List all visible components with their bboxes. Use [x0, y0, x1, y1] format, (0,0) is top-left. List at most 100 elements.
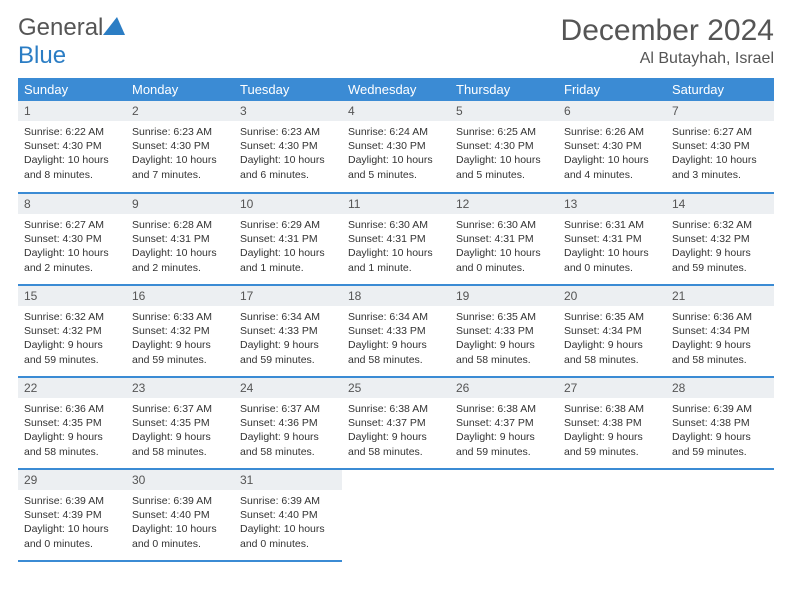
daylight-line-1: Daylight: 10 hours — [24, 246, 120, 260]
day-number: 10 — [234, 194, 342, 214]
day-number: 14 — [666, 194, 774, 214]
sunset-line: Sunset: 4:32 PM — [132, 324, 228, 338]
calendar-cell: 18Sunrise: 6:34 AMSunset: 4:33 PMDayligh… — [342, 285, 450, 377]
month-year: December 2024 — [561, 14, 774, 48]
daylight-line-1: Daylight: 10 hours — [240, 522, 336, 536]
dow-sunday: Sunday — [18, 78, 126, 101]
daylight-line-1: Daylight: 10 hours — [24, 153, 120, 167]
day-body: Sunrise: 6:23 AMSunset: 4:30 PMDaylight:… — [234, 121, 342, 186]
daylight-line-1: Daylight: 9 hours — [132, 430, 228, 444]
sunset-line: Sunset: 4:30 PM — [564, 139, 660, 153]
day-body: Sunrise: 6:25 AMSunset: 4:30 PMDaylight:… — [450, 121, 558, 186]
calendar-body: 1Sunrise: 6:22 AMSunset: 4:30 PMDaylight… — [18, 101, 774, 561]
daylight-line-1: Daylight: 10 hours — [672, 153, 768, 167]
day-body: Sunrise: 6:37 AMSunset: 4:35 PMDaylight:… — [126, 398, 234, 463]
sunrise-line: Sunrise: 6:30 AM — [456, 218, 552, 232]
daylight-line-2: and 59 minutes. — [456, 445, 552, 459]
daylight-line-1: Daylight: 9 hours — [348, 430, 444, 444]
daylight-line-2: and 5 minutes. — [348, 168, 444, 182]
sunrise-line: Sunrise: 6:35 AM — [564, 310, 660, 324]
daylight-line-2: and 2 minutes. — [132, 261, 228, 275]
sunrise-line: Sunrise: 6:39 AM — [672, 402, 768, 416]
daylight-line-2: and 58 minutes. — [132, 445, 228, 459]
calendar-cell — [450, 469, 558, 561]
day-number: 24 — [234, 378, 342, 398]
day-number: 2 — [126, 101, 234, 121]
day-body: Sunrise: 6:36 AMSunset: 4:34 PMDaylight:… — [666, 306, 774, 371]
calendar-cell: 3Sunrise: 6:23 AMSunset: 4:30 PMDaylight… — [234, 101, 342, 193]
daylight-line-1: Daylight: 9 hours — [456, 430, 552, 444]
day-body: Sunrise: 6:38 AMSunset: 4:38 PMDaylight:… — [558, 398, 666, 463]
daylight-line-2: and 0 minutes. — [564, 261, 660, 275]
day-body: Sunrise: 6:27 AMSunset: 4:30 PMDaylight:… — [666, 121, 774, 186]
calendar-cell: 26Sunrise: 6:38 AMSunset: 4:37 PMDayligh… — [450, 377, 558, 469]
daylight-line-2: and 8 minutes. — [24, 168, 120, 182]
daylight-line-2: and 2 minutes. — [24, 261, 120, 275]
calendar-cell: 31Sunrise: 6:39 AMSunset: 4:40 PMDayligh… — [234, 469, 342, 561]
triangle-icon — [103, 17, 125, 35]
daylight-line-2: and 58 minutes. — [24, 445, 120, 459]
daylight-line-2: and 58 minutes. — [456, 353, 552, 367]
day-body: Sunrise: 6:36 AMSunset: 4:35 PMDaylight:… — [18, 398, 126, 463]
location: Al Butayhah, Israel — [561, 50, 774, 68]
calendar-cell: 13Sunrise: 6:31 AMSunset: 4:31 PMDayligh… — [558, 193, 666, 285]
daylight-line-2: and 58 minutes. — [240, 445, 336, 459]
sunset-line: Sunset: 4:40 PM — [132, 508, 228, 522]
sunrise-line: Sunrise: 6:34 AM — [348, 310, 444, 324]
day-body: Sunrise: 6:34 AMSunset: 4:33 PMDaylight:… — [342, 306, 450, 371]
sunset-line: Sunset: 4:31 PM — [132, 232, 228, 246]
sunset-line: Sunset: 4:35 PM — [132, 416, 228, 430]
day-body: Sunrise: 6:30 AMSunset: 4:31 PMDaylight:… — [450, 214, 558, 279]
sunrise-line: Sunrise: 6:34 AM — [240, 310, 336, 324]
day-number: 21 — [666, 286, 774, 306]
day-number: 18 — [342, 286, 450, 306]
sunrise-line: Sunrise: 6:36 AM — [672, 310, 768, 324]
daylight-line-2: and 58 minutes. — [564, 353, 660, 367]
sunset-line: Sunset: 4:34 PM — [672, 324, 768, 338]
sunrise-line: Sunrise: 6:39 AM — [24, 494, 120, 508]
calendar-cell: 10Sunrise: 6:29 AMSunset: 4:31 PMDayligh… — [234, 193, 342, 285]
daylight-line-1: Daylight: 10 hours — [456, 153, 552, 167]
dow-monday: Monday — [126, 78, 234, 101]
calendar-cell: 2Sunrise: 6:23 AMSunset: 4:30 PMDaylight… — [126, 101, 234, 193]
calendar-cell: 29Sunrise: 6:39 AMSunset: 4:39 PMDayligh… — [18, 469, 126, 561]
calendar-cell — [666, 469, 774, 561]
calendar-cell: 21Sunrise: 6:36 AMSunset: 4:34 PMDayligh… — [666, 285, 774, 377]
daylight-line-2: and 58 minutes. — [672, 353, 768, 367]
day-body: Sunrise: 6:29 AMSunset: 4:31 PMDaylight:… — [234, 214, 342, 279]
daylight-line-2: and 59 minutes. — [132, 353, 228, 367]
daylight-line-1: Daylight: 10 hours — [348, 153, 444, 167]
daylight-line-2: and 59 minutes. — [672, 445, 768, 459]
calendar-cell: 7Sunrise: 6:27 AMSunset: 4:30 PMDaylight… — [666, 101, 774, 193]
daylight-line-2: and 4 minutes. — [564, 168, 660, 182]
daylight-line-1: Daylight: 10 hours — [240, 153, 336, 167]
sunrise-line: Sunrise: 6:38 AM — [456, 402, 552, 416]
day-number: 25 — [342, 378, 450, 398]
day-number: 11 — [342, 194, 450, 214]
day-number: 16 — [126, 286, 234, 306]
sunrise-line: Sunrise: 6:32 AM — [672, 218, 768, 232]
daylight-line-1: Daylight: 9 hours — [240, 338, 336, 352]
day-body: Sunrise: 6:32 AMSunset: 4:32 PMDaylight:… — [666, 214, 774, 279]
sunset-line: Sunset: 4:30 PM — [24, 139, 120, 153]
day-body: Sunrise: 6:37 AMSunset: 4:36 PMDaylight:… — [234, 398, 342, 463]
calendar-cell: 22Sunrise: 6:36 AMSunset: 4:35 PMDayligh… — [18, 377, 126, 469]
dow-tuesday: Tuesday — [234, 78, 342, 101]
sunrise-line: Sunrise: 6:32 AM — [24, 310, 120, 324]
calendar-cell: 1Sunrise: 6:22 AMSunset: 4:30 PMDaylight… — [18, 101, 126, 193]
daylight-line-1: Daylight: 10 hours — [24, 522, 120, 536]
day-body: Sunrise: 6:27 AMSunset: 4:30 PMDaylight:… — [18, 214, 126, 279]
sunset-line: Sunset: 4:30 PM — [672, 139, 768, 153]
dow-friday: Friday — [558, 78, 666, 101]
title-block: December 2024 Al Butayhah, Israel — [561, 14, 774, 68]
day-number: 5 — [450, 101, 558, 121]
calendar-grid: Sunday Monday Tuesday Wednesday Thursday… — [18, 78, 774, 562]
sunrise-line: Sunrise: 6:23 AM — [132, 125, 228, 139]
day-number: 15 — [18, 286, 126, 306]
day-number: 29 — [18, 470, 126, 490]
calendar-week: 1Sunrise: 6:22 AMSunset: 4:30 PMDaylight… — [18, 101, 774, 193]
daylight-line-2: and 0 minutes. — [24, 537, 120, 551]
day-body: Sunrise: 6:22 AMSunset: 4:30 PMDaylight:… — [18, 121, 126, 186]
sunrise-line: Sunrise: 6:27 AM — [672, 125, 768, 139]
sunrise-line: Sunrise: 6:39 AM — [240, 494, 336, 508]
